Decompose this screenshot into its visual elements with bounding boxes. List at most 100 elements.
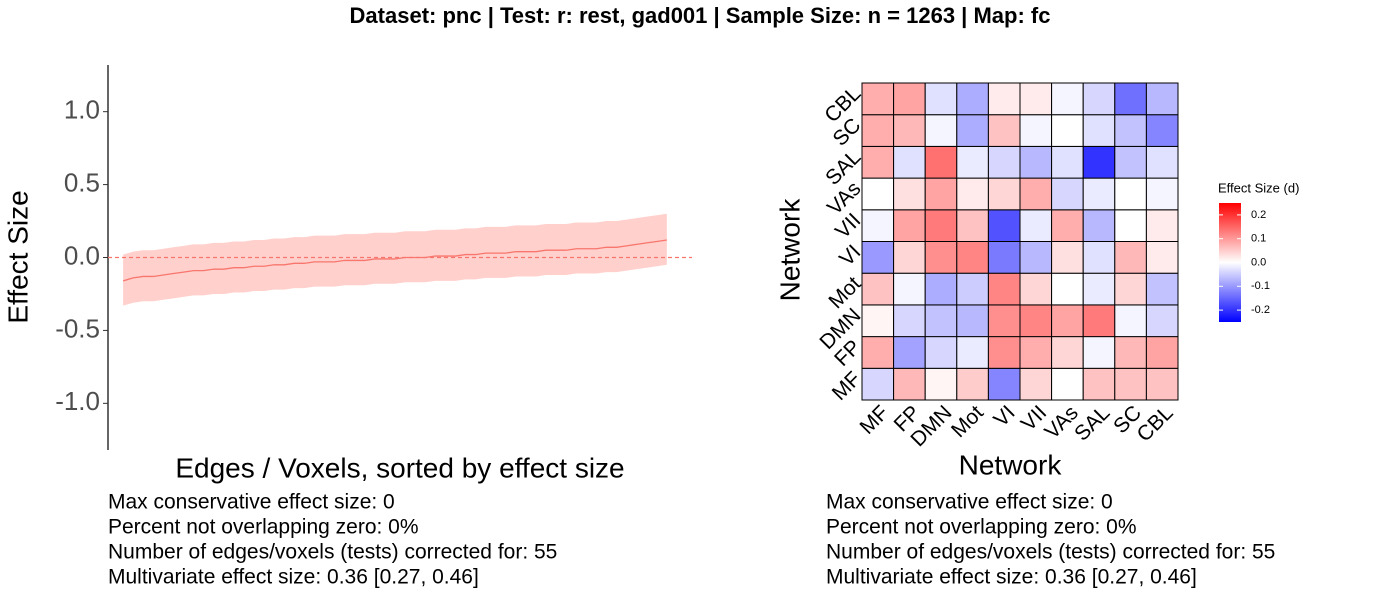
heatmap-cell [1051, 82, 1084, 116]
heatmap-cell [1145, 241, 1179, 274]
figure-title: Dataset: pnc | Test: r: rest, gad001 | S… [350, 3, 1051, 28]
heatmap-cell [1082, 114, 1116, 147]
heatmap-cell [1082, 272, 1116, 306]
heatmap-cell [1145, 82, 1179, 116]
heatmap-cell [956, 304, 989, 338]
heatmap-cell [1114, 304, 1147, 338]
heatmap-cell [893, 177, 926, 211]
y-tick-label: 1.0 [64, 95, 100, 125]
summary-note: Percent not overlapping zero: 0% [826, 516, 1137, 539]
colorbar-tick-label: -0.1 [1251, 280, 1270, 292]
colorbar-tick-label: 0.1 [1251, 233, 1266, 245]
heatmap-cell [1114, 114, 1147, 147]
y-tick-label: Mot [824, 272, 865, 313]
x-tick-label: VI [989, 401, 1019, 431]
heatmap-cell [987, 82, 1021, 116]
heatmap-cell [1019, 367, 1053, 401]
heatmap-cell [956, 336, 989, 369]
x-tick-label: MF [856, 401, 894, 439]
y-tick-label: SAL [821, 145, 865, 189]
heatmap-cell [1019, 304, 1053, 338]
heatmap-cell [924, 367, 958, 401]
colorbar-tick-label: 0.0 [1251, 256, 1266, 268]
heatmap-cell [861, 241, 895, 274]
heatmap-cell [1114, 209, 1147, 243]
heatmap-cell [1051, 114, 1084, 147]
heatmap-cell [987, 241, 1021, 274]
heatmap-cell [861, 304, 895, 338]
heatmap-cell [1114, 272, 1147, 306]
heatmap-cell [1019, 272, 1053, 306]
y-axis-title: Network [774, 198, 805, 302]
heatmap-cell [1082, 336, 1116, 369]
heatmap-cell [1051, 177, 1084, 211]
heatmap-cell [1082, 367, 1116, 401]
y-tick-label: 0.0 [64, 240, 100, 270]
heatmap-cell [1051, 209, 1084, 243]
heatmap-cell [1114, 82, 1147, 116]
x-axis-title: Network [959, 449, 1063, 480]
heatmap-cell [861, 177, 895, 211]
heatmap-cell [893, 145, 926, 179]
heatmap-cell [987, 209, 1021, 243]
y-tick-label: -0.5 [55, 313, 100, 343]
heatmap-cell [1082, 209, 1116, 243]
colorbar-tick-label: -0.2 [1251, 304, 1270, 316]
heatmap-cell [1114, 241, 1147, 274]
y-tick-label: 0.5 [64, 167, 100, 197]
heatmap-cell [1051, 241, 1084, 274]
heatmap-cell [1019, 336, 1053, 369]
summary-note: Number of edges/voxels (tests) corrected… [826, 541, 1275, 564]
heatmap-cell [956, 367, 989, 401]
heatmap-cell [861, 145, 895, 179]
heatmap-cell [1114, 367, 1147, 401]
heatmap-cell [924, 209, 958, 243]
heatmap-cell [956, 209, 989, 243]
heatmap-cell [893, 336, 926, 369]
heatmap-cell [861, 209, 895, 243]
heatmap-cell [956, 114, 989, 147]
heatmap-cell [924, 241, 958, 274]
heatmap-cell [861, 367, 895, 401]
summary-note: Multivariate effect size: 0.36 [0.27, 0.… [826, 566, 1197, 589]
y-tick-label: VI [835, 241, 865, 271]
heatmap-cell [956, 145, 989, 179]
y-tick-label: MF [828, 367, 866, 405]
heatmap-cell [987, 114, 1021, 147]
heatmap-cell [1051, 304, 1084, 338]
summary-note: Number of edges/voxels (tests) corrected… [108, 541, 557, 564]
summary-note: Percent not overlapping zero: 0% [108, 516, 419, 539]
heatmap-cell [1114, 177, 1147, 211]
x-tick-label: Mot [947, 401, 988, 442]
heatmap-cell [1145, 304, 1179, 338]
heatmap-cell [1051, 145, 1084, 179]
heatmap-cell [1145, 336, 1179, 369]
y-tick-label: CBL [820, 82, 865, 127]
heatmap-cell [924, 304, 958, 338]
heatmap-cell [987, 272, 1021, 306]
x-tick-label: CBL [1133, 401, 1178, 446]
heatmap-cell [1051, 367, 1084, 401]
heatmap-cell [893, 304, 926, 338]
y-tick-label: VAs [823, 177, 865, 219]
colorbar [1219, 203, 1241, 322]
heatmap-cell [956, 82, 989, 116]
heatmap-cell [1145, 209, 1179, 243]
heatmap-cell [1082, 82, 1116, 116]
heatmap-cell [861, 272, 895, 306]
heatmap-cell [987, 304, 1021, 338]
summary-note: Max conservative effect size: 0 [826, 491, 1113, 514]
heatmap-cell [956, 177, 989, 211]
heatmap-cell [1082, 241, 1116, 274]
heatmap-cell [1019, 82, 1053, 116]
heatmap-cell [861, 336, 895, 369]
colorbar-title: Effect Size (d) [1218, 180, 1299, 195]
heatmap-cell [987, 177, 1021, 211]
heatmap-cell [893, 272, 926, 306]
heatmap-cell [956, 272, 989, 306]
colorbar-tick-label: 0.2 [1251, 209, 1266, 221]
heatmap-cell [1019, 209, 1053, 243]
summary-note: Multivariate effect size: 0.36 [0.27, 0.… [108, 566, 479, 589]
heatmap-cell [1145, 272, 1179, 306]
